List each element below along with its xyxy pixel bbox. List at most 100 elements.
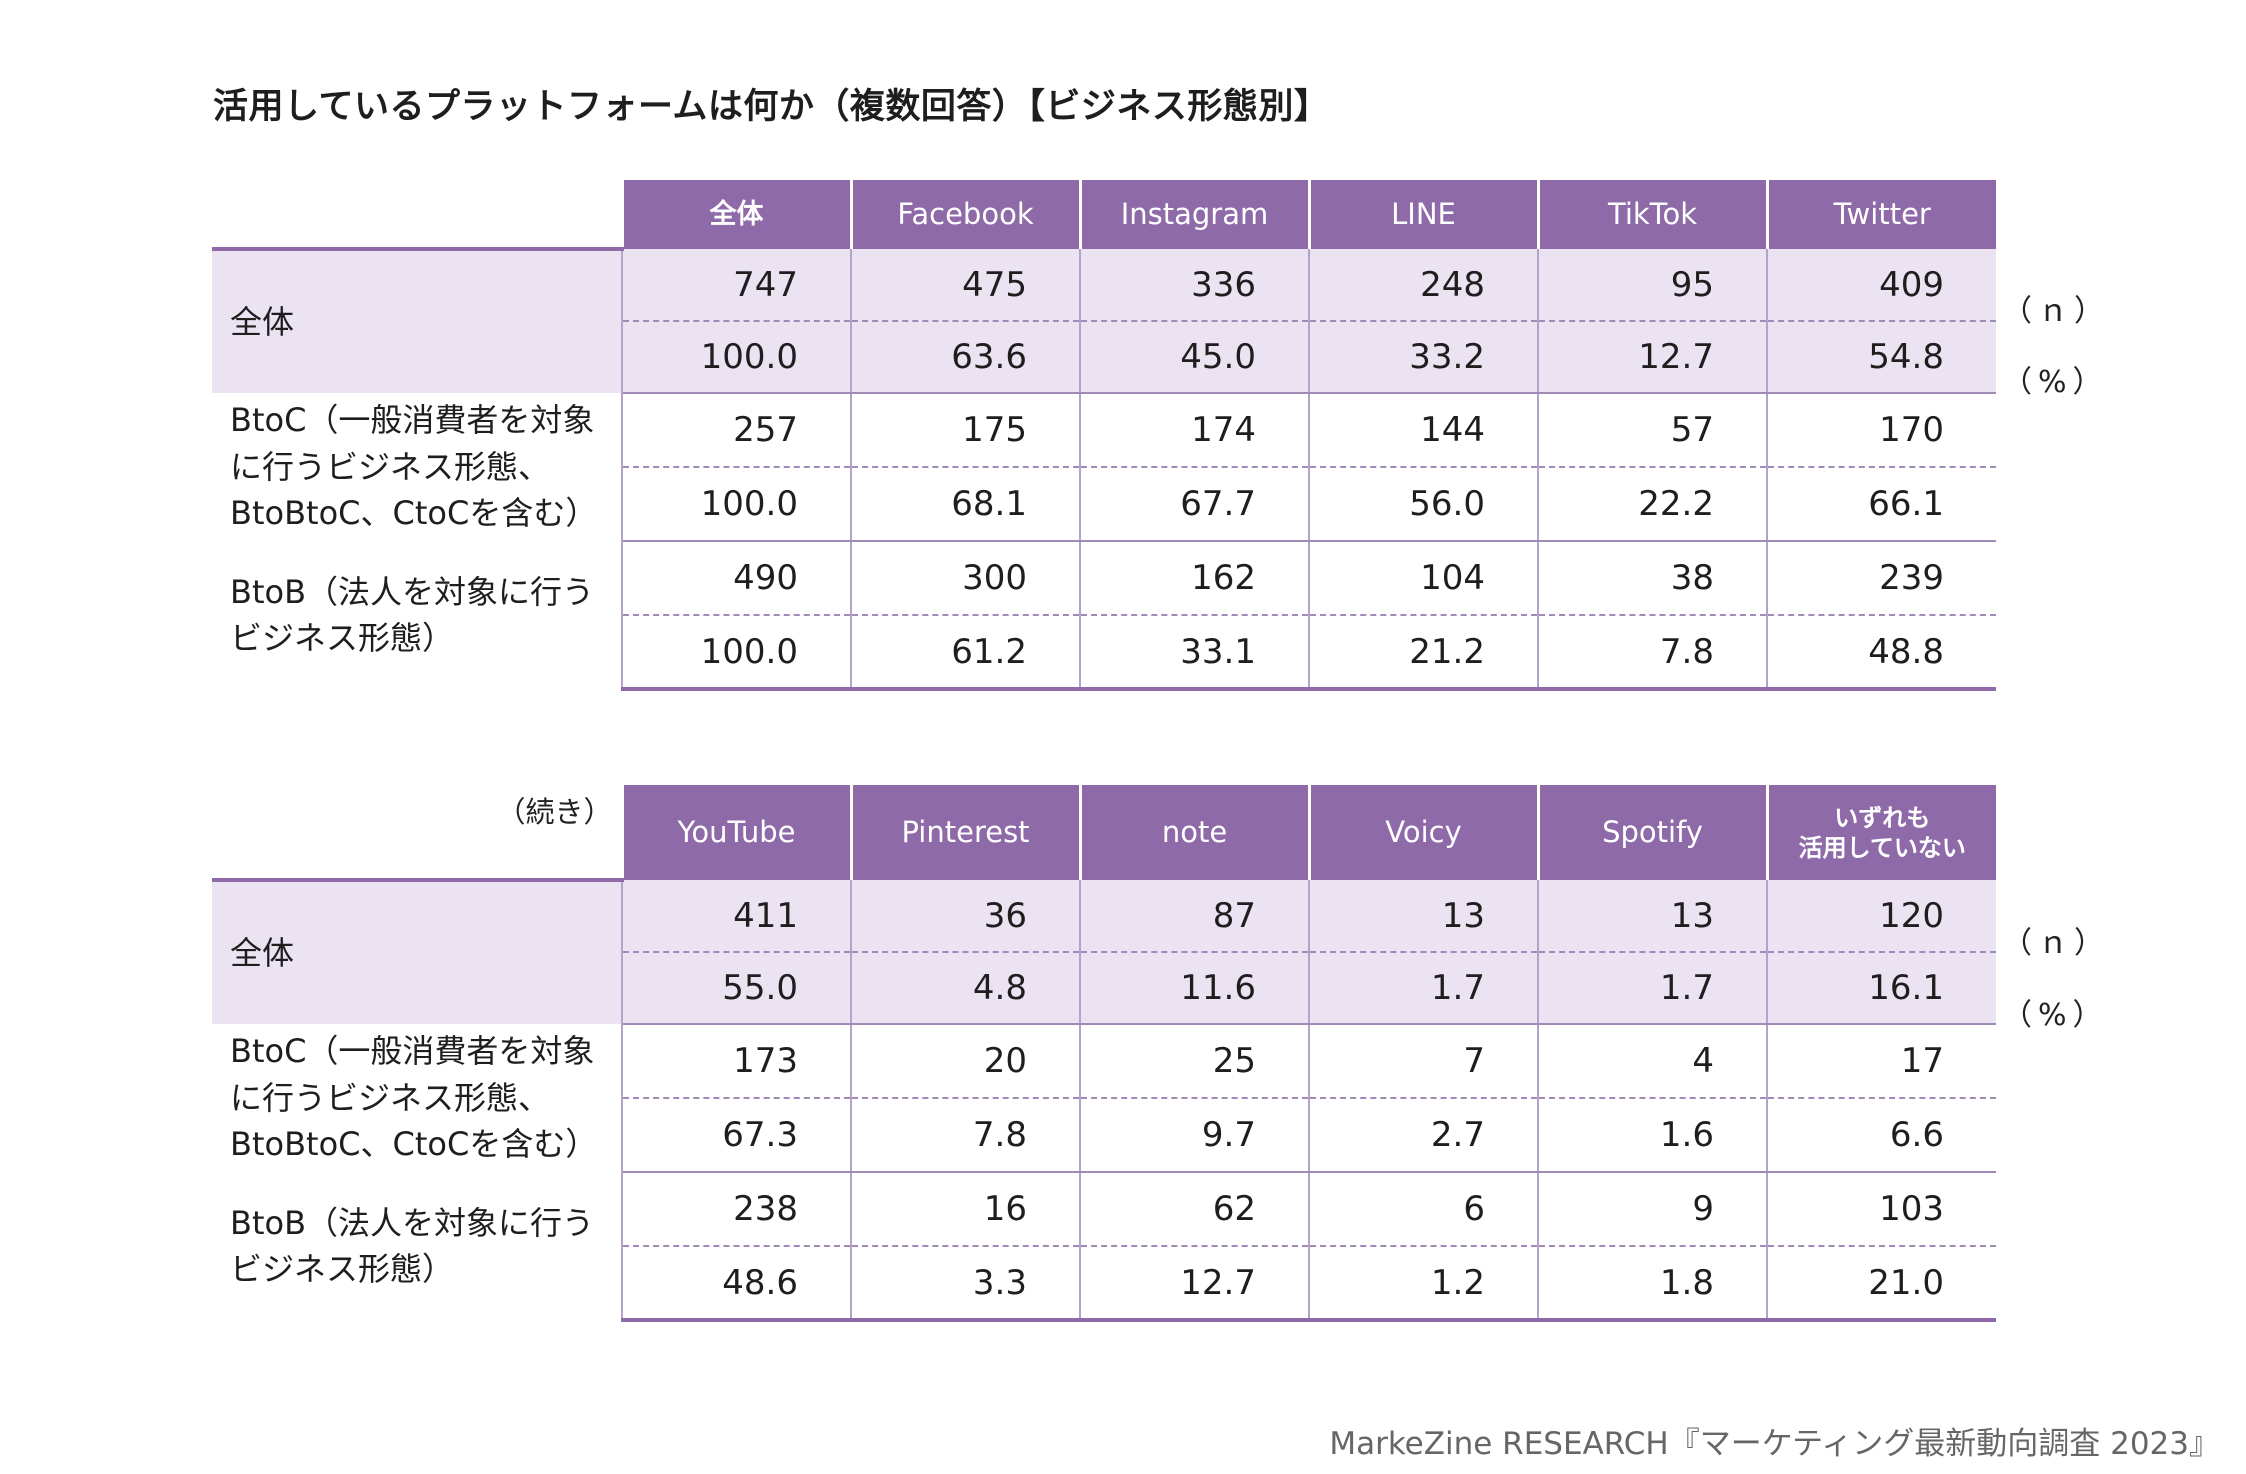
percent-cell: 55.0 [622, 952, 852, 1025]
unit-pct-label-1: （%） [2002, 365, 2109, 400]
corner-cell [212, 180, 622, 251]
table-row: BtoC（一般消費者を対象 に行うビジネス形態、 BtoBtoC、CtoCを含む） 1… [212, 1024, 1996, 1172]
count-cell: 62 [1080, 1172, 1310, 1247]
row-label: BtoB（法人を対象に行う ビジネス形態） [212, 541, 623, 689]
percent-cell: 11.6 [1080, 952, 1310, 1025]
percent-cell: 48.6 [622, 1246, 852, 1322]
column-header: Voicy [1307, 785, 1538, 880]
count-cell: 336 [1080, 249, 1310, 322]
percent-cell: 2.7 [1309, 1098, 1539, 1173]
percent-cell: 100.0 [622, 321, 852, 394]
count-cell: 16 [851, 1172, 1081, 1247]
continued-label: （続き） [496, 795, 613, 829]
percent-cell: 61.2 [851, 615, 1081, 691]
count-cell: 475 [851, 249, 1081, 322]
count-cell: 57 [1538, 393, 1768, 468]
column-header: Spotify [1536, 785, 1767, 880]
count-cell: 238 [622, 1172, 852, 1247]
percent-cell: 33.2 [1309, 321, 1539, 394]
table-row: 全体 411 36 87 13 13 120 [212, 880, 1996, 1024]
header-row: （続き） YouTube Pinterest note Voicy Spotify いずれも… [212, 785, 1996, 882]
percent-cell: 7.8 [851, 1098, 1081, 1173]
table-row: 100.0 61.2 33.1 21.2 7.8 48.8 [212, 615, 1996, 691]
count-cell: 9 [1538, 1172, 1768, 1247]
percent-cell: 68.1 [851, 467, 1081, 542]
count-cell: 144 [1309, 393, 1539, 468]
count-cell: 170 [1767, 393, 1996, 468]
percent-cell: 1.7 [1309, 952, 1539, 1025]
percent-cell: 63.6 [851, 321, 1081, 394]
table-row: 100.0 68.1 67.7 56.0 22.2 66.1 [212, 467, 1996, 542]
percent-cell: 1.7 [1538, 952, 1768, 1025]
column-header: Instagram [1078, 180, 1309, 249]
column-header: Twitter [1765, 180, 1996, 249]
table-row: 67.3 7.8 9.7 2.7 1.6 6.6 [212, 1098, 1996, 1173]
platform-table-2: （続き） YouTube Pinterest note Voicy Spotify いずれも… [212, 785, 1996, 1322]
source-credit: MarkeZine RESEARCH『マーケティング最新動向調査 2023』 [1329, 1426, 2220, 1462]
column-header: YouTube [620, 785, 851, 880]
column-header: TikTok [1536, 180, 1767, 249]
count-cell: 4 [1538, 1024, 1768, 1099]
chart-title: 活用しているプラットフォームは何か（複数回答）【ビジネス形態別】 [213, 87, 1330, 127]
count-cell: 174 [1080, 393, 1310, 468]
count-cell: 20 [851, 1024, 1081, 1099]
row-label: BtoC（一般消費者を対象 に行うビジネス形態、 BtoBtoC、CtoCを含む） [212, 393, 623, 541]
column-header: note [1078, 785, 1309, 880]
column-header: Pinterest [849, 785, 1080, 880]
percent-cell: 6.6 [1767, 1098, 1996, 1173]
count-cell: 95 [1538, 249, 1768, 322]
percent-cell: 12.7 [1538, 321, 1768, 394]
percent-cell: 7.8 [1538, 615, 1768, 691]
percent-cell: 22.2 [1538, 467, 1768, 542]
table-row: 全体 747 475 336 248 95 409 [212, 249, 1996, 393]
unit-n-label-2: （ｎ） [2002, 926, 2110, 961]
percent-cell: 67.3 [622, 1098, 852, 1173]
count-cell: 747 [622, 249, 852, 322]
percent-cell: 100.0 [622, 467, 852, 542]
percent-cell: 3.3 [851, 1246, 1081, 1322]
percent-cell: 100.0 [622, 615, 852, 691]
percent-cell: 45.0 [1080, 321, 1310, 394]
count-cell: 103 [1767, 1172, 1996, 1247]
percent-cell: 21.0 [1767, 1246, 1996, 1322]
percent-cell: 4.8 [851, 952, 1081, 1025]
count-cell: 17 [1767, 1024, 1996, 1099]
unit-n-label-1: （ｎ） [2002, 294, 2110, 329]
count-cell: 13 [1538, 880, 1768, 953]
percent-cell: 48.8 [1767, 615, 1996, 691]
percent-cell: 1.2 [1309, 1246, 1539, 1322]
percent-cell: 12.7 [1080, 1246, 1310, 1322]
percent-cell: 66.1 [1767, 467, 1996, 542]
corner-cell: （続き） [212, 785, 622, 882]
column-header: Facebook [849, 180, 1080, 249]
count-cell: 175 [851, 393, 1081, 468]
percent-cell: 67.7 [1080, 467, 1310, 542]
table-row: BtoC（一般消費者を対象 に行うビジネス形態、 BtoBtoC、CtoCを含む） 2… [212, 393, 1996, 541]
count-cell: 7 [1309, 1024, 1539, 1099]
count-cell: 248 [1309, 249, 1539, 322]
count-cell: 411 [622, 880, 852, 953]
count-cell: 162 [1080, 541, 1310, 616]
row-label: 全体 [212, 880, 623, 1024]
percent-cell: 56.0 [1309, 467, 1539, 542]
count-cell: 257 [622, 393, 852, 468]
count-cell: 239 [1767, 541, 1996, 616]
table-row: 55.0 4.8 11.6 1.7 1.7 16.1 [212, 952, 1996, 1025]
count-cell: 25 [1080, 1024, 1310, 1099]
row-label: 全体 [212, 249, 623, 393]
percent-cell: 9.7 [1080, 1098, 1310, 1173]
table-row: 100.0 63.6 45.0 33.2 12.7 54.8 [212, 321, 1996, 394]
percent-cell: 33.1 [1080, 615, 1310, 691]
row-label: BtoC（一般消費者を対象 に行うビジネス形態、 BtoBtoC、CtoCを含む） [212, 1024, 623, 1172]
count-cell: 87 [1080, 880, 1310, 953]
percent-cell: 16.1 [1767, 952, 1996, 1025]
count-cell: 120 [1767, 880, 1996, 953]
table-row: BtoB（法人を対象に行う ビジネス形態） 490 300 162 104 38 239 [212, 541, 1996, 689]
count-cell: 173 [622, 1024, 852, 1099]
percent-cell: 1.6 [1538, 1098, 1768, 1173]
percent-cell: 54.8 [1767, 321, 1996, 394]
platform-table-1: 全体 Facebook Instagram LINE TikTok Twitter 全体 74… [212, 180, 1996, 691]
percent-cell: 1.8 [1538, 1246, 1768, 1322]
count-cell: 6 [1309, 1172, 1539, 1247]
row-label: BtoB（法人を対象に行う ビジネス形態） [212, 1172, 623, 1320]
